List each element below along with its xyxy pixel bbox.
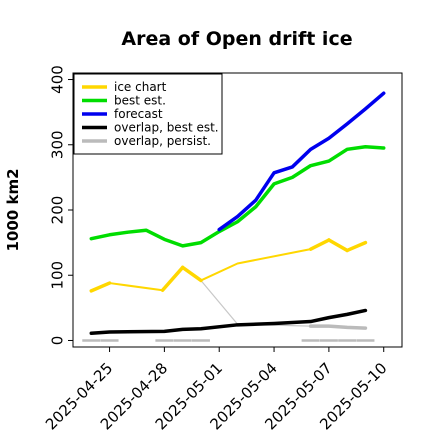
ice-bold-end-c (345, 240, 368, 253)
series-overlap-best-est- (89, 308, 368, 336)
series-overlap-persist- (308, 324, 368, 330)
y-axis-label: 1000 km2 (4, 168, 22, 251)
legend-label: forecast (114, 107, 163, 121)
ice-bold-mid-b (180, 265, 203, 283)
series-forecast (217, 91, 386, 232)
legend-label: best est. (114, 94, 166, 108)
series-ice-chart (89, 238, 368, 293)
y-tick-label-1: 100 (49, 261, 67, 290)
y-tick-label-0: 0 (49, 336, 67, 346)
ice-bold-end-a (308, 238, 331, 251)
y-tick-label-4: 400 (49, 65, 67, 94)
legend-item-2: forecast (82, 107, 163, 121)
series-line (308, 324, 368, 330)
legend-item-1: best est. (82, 94, 166, 108)
y-tick-label-2: 200 (49, 196, 67, 225)
legend-item-3: overlap, best est. (82, 121, 219, 135)
y-tick-label-3: 300 (49, 130, 67, 159)
series-line (217, 91, 386, 232)
plot-area (82, 91, 386, 342)
series-best-est- (89, 144, 386, 248)
ice-bold-end-b (327, 238, 349, 253)
ice-bold-start (89, 281, 112, 293)
series-line (90, 239, 367, 292)
chart-title: Area of Open drift ice (121, 28, 352, 50)
legend-label: overlap, best est. (114, 121, 219, 135)
legend-item-0: ice chart (82, 80, 167, 94)
legend-item-4: overlap, persist. (82, 134, 211, 148)
series-line (89, 144, 386, 248)
legend-label: overlap, persist. (114, 134, 211, 148)
legend-label: ice chart (114, 80, 167, 94)
connector-line (200, 280, 311, 327)
ice-bold-mid-a (160, 265, 185, 292)
